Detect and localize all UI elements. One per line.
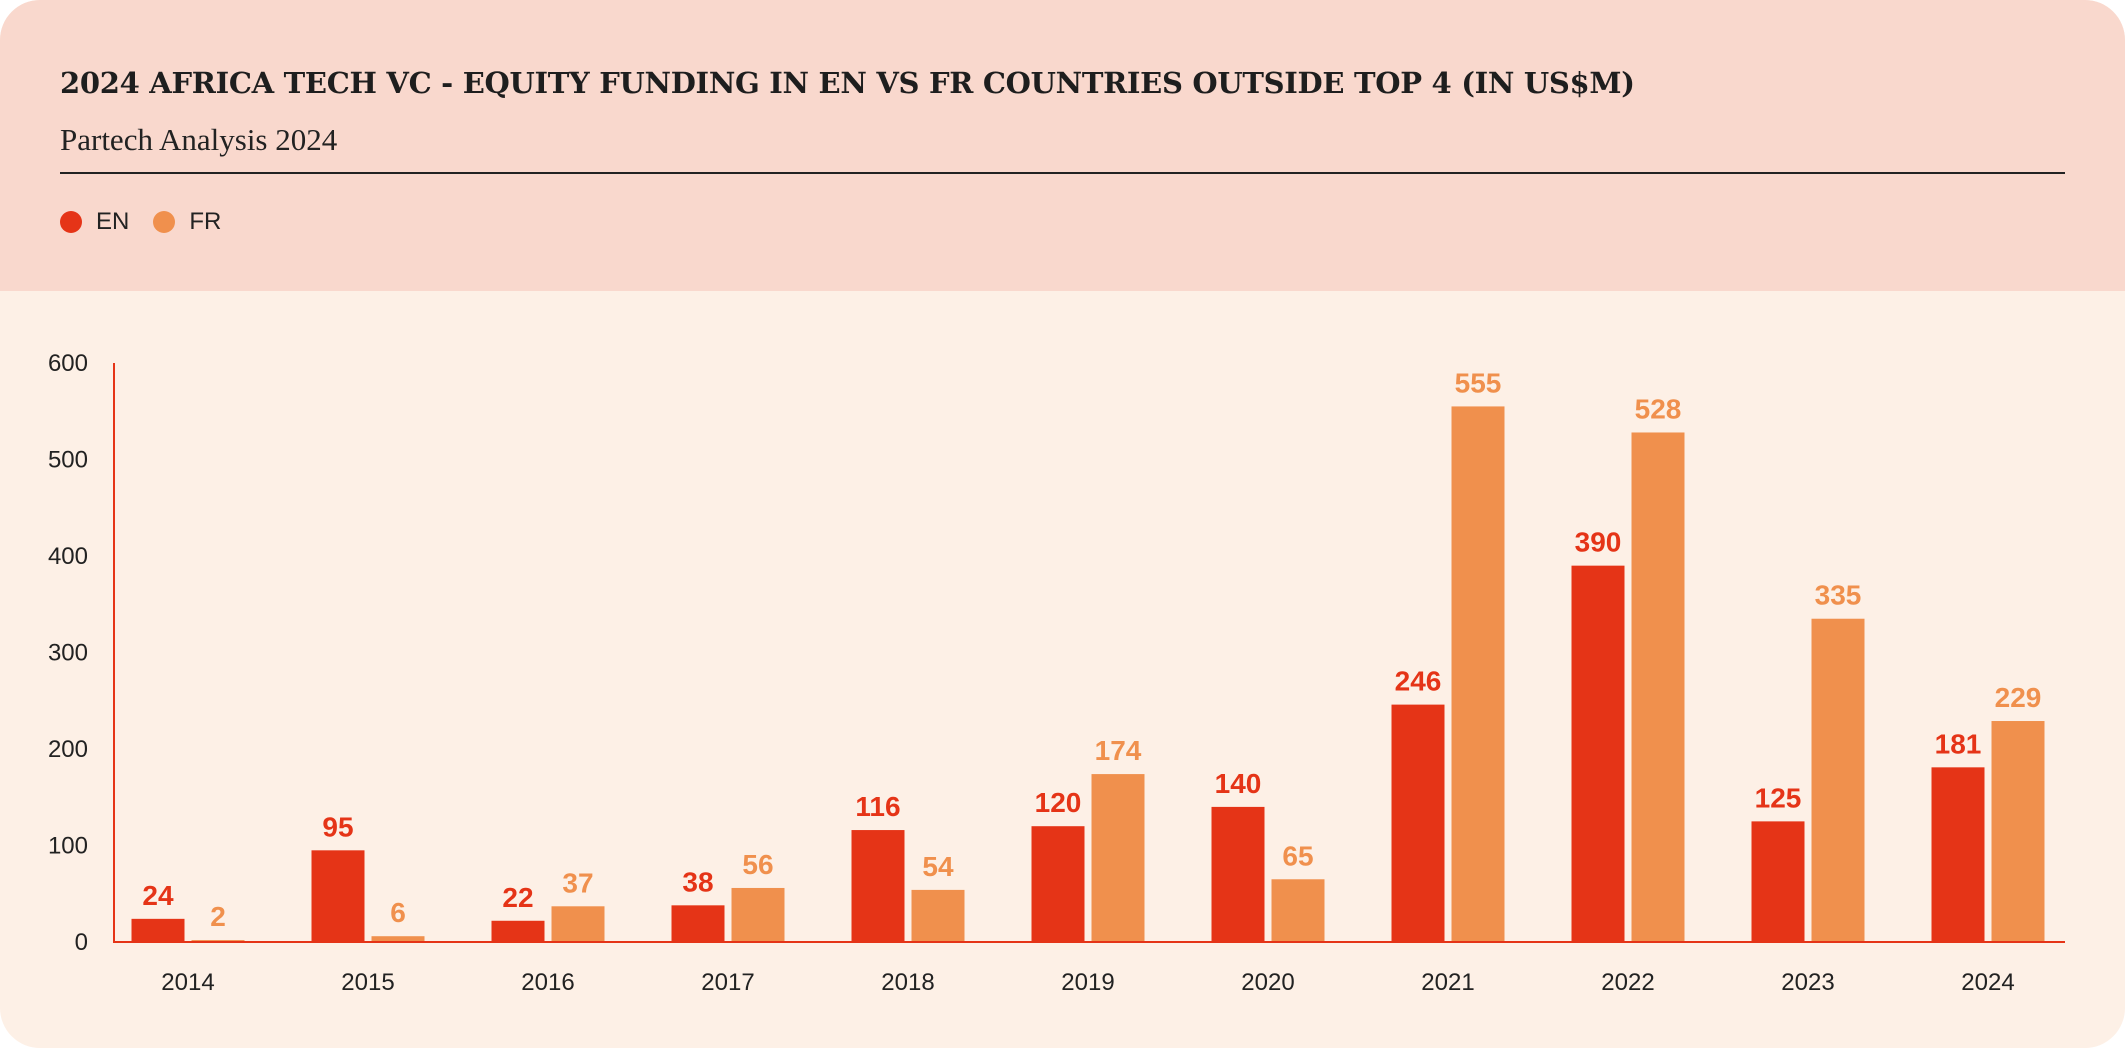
data-label-fr-2018: 54	[922, 851, 954, 882]
bar-en-2017	[671, 905, 725, 942]
bar-en-2021	[1391, 704, 1445, 942]
data-label-fr-2015: 6	[390, 897, 406, 928]
data-label-en-2015: 95	[322, 811, 353, 842]
bar-en-2014	[131, 918, 185, 942]
header-divider	[60, 172, 2065, 174]
bar-fr-2022	[1631, 432, 1685, 942]
data-label-fr-2019: 174	[1095, 735, 1142, 766]
bar-en-2016	[491, 920, 545, 942]
data-label-en-2024: 181	[1935, 728, 1982, 759]
bar-fr-2016	[551, 906, 605, 942]
x-tick-label: 2023	[1781, 969, 1834, 996]
bar-en-2015	[311, 850, 365, 942]
data-label-fr-2023: 335	[1815, 580, 1862, 611]
bar-fr-2018	[911, 889, 965, 942]
bar-fr-2023	[1811, 618, 1865, 942]
data-label-fr-2020: 65	[1282, 840, 1313, 871]
data-label-en-2022: 390	[1575, 527, 1622, 558]
chart-header: 2024 AFRICA TECH VC - EQUITY FUNDING IN …	[0, 0, 2125, 291]
x-tick-label: 2016	[521, 969, 574, 996]
chart-title: 2024 AFRICA TECH VC - EQUITY FUNDING IN …	[60, 66, 1635, 100]
data-label-fr-2017: 56	[742, 849, 773, 880]
x-tick-label: 2015	[341, 969, 394, 996]
data-label-fr-2024: 229	[1995, 682, 2042, 713]
bar-en-2018	[851, 830, 905, 942]
x-tick-label: 2021	[1421, 969, 1474, 996]
data-label-fr-2014: 2	[210, 901, 226, 932]
bar-fr-2015	[371, 936, 425, 942]
data-label-en-2020: 140	[1215, 768, 1262, 799]
legend-swatch-fr	[153, 211, 176, 233]
bar-fr-2024	[1991, 721, 2045, 942]
data-label-en-2021: 246	[1395, 666, 1442, 697]
data-label-en-2023: 125	[1755, 782, 1802, 813]
y-tick-label: 200	[48, 736, 88, 763]
legend-swatch-en	[60, 211, 82, 233]
y-tick-label: 0	[75, 929, 88, 956]
bar-en-2023	[1751, 821, 1805, 942]
y-tick-label: 600	[48, 350, 88, 377]
y-tick-label: 400	[48, 543, 88, 570]
legend: EN FR	[60, 208, 231, 236]
data-label-fr-2022: 528	[1635, 393, 1682, 424]
bar-en-2019	[1031, 826, 1085, 942]
bar-fr-2020	[1271, 879, 1325, 942]
bar-en-2024	[1931, 767, 1985, 942]
chart-subtitle: Partech Analysis 2024	[60, 122, 338, 157]
legend-item-en: EN	[60, 208, 129, 236]
bar-fr-2017	[731, 887, 785, 942]
y-tick-label: 500	[48, 447, 88, 474]
data-label-en-2016: 22	[502, 882, 533, 913]
data-label-fr-2021: 555	[1455, 367, 1502, 398]
bar-fr-2021	[1451, 406, 1505, 942]
legend-label-fr: FR	[189, 208, 222, 235]
data-label-en-2014: 24	[142, 880, 174, 911]
legend-item-fr: FR	[153, 208, 221, 236]
x-tick-label: 2018	[881, 969, 934, 996]
x-tick-label: 2017	[701, 969, 754, 996]
x-tick-label: 2019	[1061, 969, 1114, 996]
data-label-en-2019: 120	[1035, 787, 1082, 818]
x-tick-label: 2024	[1961, 969, 2014, 996]
y-tick-label: 300	[48, 640, 88, 667]
data-label-en-2017: 38	[682, 866, 713, 897]
bar-en-2020	[1211, 806, 1265, 942]
bar-en-2022	[1571, 565, 1625, 942]
data-label-fr-2016: 37	[562, 867, 593, 898]
legend-label-en: EN	[96, 208, 130, 235]
y-tick-label: 100	[48, 833, 88, 860]
x-tick-label: 2014	[161, 969, 214, 996]
bar-chart: 0 100 200 300 400 500 600 24 2 2014 95 6 2015 22 37 201…	[48, 350, 2065, 996]
x-tick-label: 2020	[1241, 969, 1294, 996]
x-tick-label: 2022	[1601, 969, 1654, 996]
data-label-en-2018: 116	[855, 791, 900, 822]
bar-fr-2019	[1091, 774, 1145, 942]
